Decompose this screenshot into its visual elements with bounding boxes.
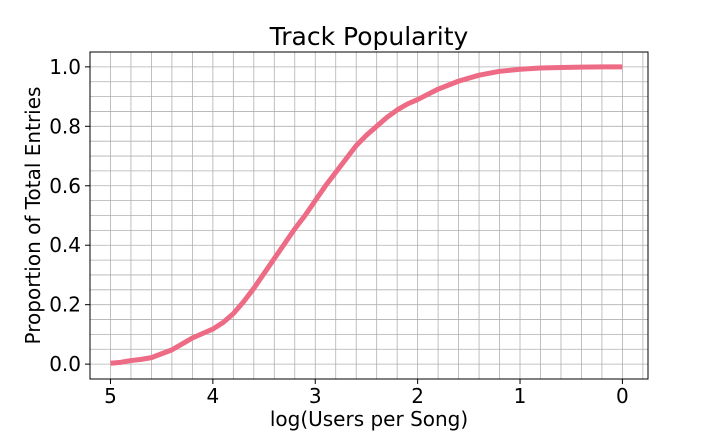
y-tick-label: 0.6 <box>49 174 81 198</box>
series-line-0 <box>110 64 623 366</box>
x-tick-label: 1 <box>514 384 527 408</box>
y-tick-label: 0.8 <box>49 114 81 138</box>
y-axis-label: Proportion of Total Entries <box>21 87 45 345</box>
plot-frame <box>89 51 649 380</box>
x-tick-label: 4 <box>206 384 219 408</box>
y-tick-label: 1.0 <box>49 55 81 79</box>
x-axis-ticks: 5 4 3 2 1 0 <box>104 379 629 408</box>
y-tick-label: 0.2 <box>49 293 81 317</box>
x-axis-label: log(Users per Song) <box>270 407 468 431</box>
y-axis-ticks: 0.0 0.2 0.4 0.6 0.8 1.0 <box>49 55 90 376</box>
series-layer <box>110 64 623 366</box>
x-tick-label: 3 <box>309 384 322 408</box>
chart-title: Track Popularity <box>269 22 469 51</box>
x-tick-label: 5 <box>104 384 117 408</box>
x-tick-label: 2 <box>411 384 424 408</box>
y-tick-label: 0.4 <box>49 233 81 257</box>
grid <box>90 52 648 379</box>
x-tick-label: 0 <box>616 384 629 408</box>
y-tick-label: 0.0 <box>49 352 81 376</box>
